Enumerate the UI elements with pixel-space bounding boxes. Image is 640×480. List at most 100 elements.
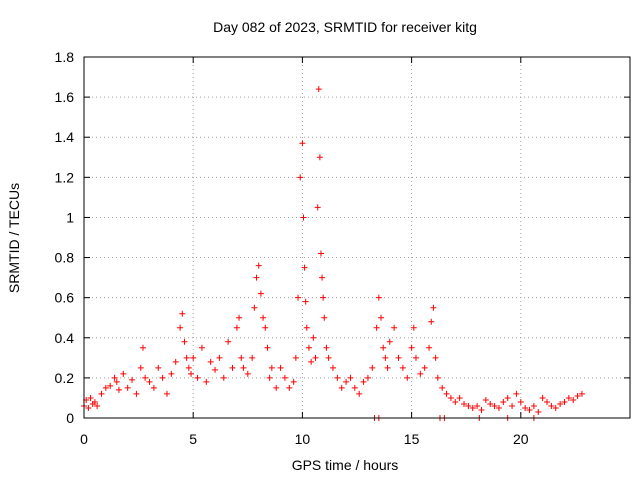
x-tick-label: 5 [189, 431, 197, 447]
data-point [137, 364, 144, 371]
data-point [308, 358, 315, 365]
data-point [465, 402, 472, 409]
data-point [315, 86, 322, 93]
chart-title: Day 082 of 2023, SRMTID for receiver kit… [213, 19, 477, 35]
data-point [310, 334, 317, 341]
data-point [120, 370, 127, 377]
series-srmtid [81, 86, 585, 421]
data-point [163, 390, 170, 397]
data-point [266, 374, 273, 381]
data-point [312, 354, 319, 361]
data-point [216, 354, 223, 361]
data-point [297, 174, 304, 181]
data-point [253, 274, 260, 281]
grid-lines [84, 57, 630, 418]
data-point [115, 386, 122, 393]
data-point [338, 384, 345, 391]
data-point [491, 402, 498, 409]
data-point [421, 364, 428, 371]
data-point [535, 408, 542, 415]
data-point [504, 394, 511, 401]
y-tick-label: 1.2 [55, 169, 75, 185]
data-point [373, 324, 380, 331]
data-point [87, 394, 94, 401]
data-point [364, 374, 371, 381]
data-point [198, 344, 205, 351]
data-point [509, 402, 516, 409]
data-point [530, 402, 537, 409]
data-point [570, 396, 577, 403]
data-point [190, 354, 197, 361]
data-point [351, 384, 358, 391]
data-point [426, 344, 433, 351]
data-point [443, 390, 450, 397]
data-point [552, 404, 559, 411]
data-point [286, 384, 293, 391]
data-point [430, 304, 437, 311]
data-point [229, 364, 236, 371]
data-point [159, 374, 166, 381]
data-point [249, 354, 256, 361]
data-point [277, 364, 284, 371]
data-point [517, 398, 524, 405]
data-point [251, 304, 258, 311]
y-tick-label: 1.4 [55, 129, 75, 145]
data-point [478, 406, 485, 413]
data-point [302, 298, 309, 305]
x-tick-label: 20 [513, 431, 529, 447]
data-point [378, 314, 385, 321]
data-point [434, 374, 441, 381]
data-point [300, 214, 307, 221]
y-tick-label: 0.4 [55, 330, 75, 346]
y-tick-label: 0.6 [55, 290, 75, 306]
y-tick-label: 0 [66, 410, 74, 426]
data-point [129, 376, 136, 383]
data-point [220, 374, 227, 381]
data-point [290, 378, 297, 385]
data-point [428, 318, 435, 325]
data-point [107, 382, 114, 389]
data-point [334, 374, 341, 381]
data-point [172, 358, 179, 365]
data-points [81, 86, 585, 421]
data-point [262, 324, 269, 331]
data-point [526, 406, 533, 413]
data-point [347, 374, 354, 381]
data-point [323, 344, 330, 351]
data-point [257, 290, 264, 297]
data-point [417, 370, 424, 377]
data-point [544, 398, 551, 405]
y-axis-label: SRMTID / TECUs [6, 183, 22, 293]
data-point [188, 370, 195, 377]
data-point [447, 394, 454, 401]
data-point [439, 384, 446, 391]
data-point [482, 396, 489, 403]
data-point [91, 398, 98, 405]
axis-ticks [83, 56, 630, 419]
y-tick-label: 1.6 [55, 89, 75, 105]
data-point [382, 354, 389, 361]
data-point [325, 354, 332, 361]
data-point [487, 400, 494, 407]
data-point [150, 384, 157, 391]
data-point [319, 274, 326, 281]
data-point [295, 294, 302, 301]
data-point [299, 140, 306, 147]
data-point [185, 364, 192, 371]
data-point [404, 374, 411, 381]
data-point [391, 324, 398, 331]
data-point [380, 344, 387, 351]
data-point [305, 344, 312, 351]
data-point [133, 390, 140, 397]
data-point [561, 398, 568, 405]
data-point [301, 264, 308, 271]
data-point [281, 374, 288, 381]
x-tick-label: 10 [295, 431, 311, 447]
data-point [260, 314, 267, 321]
data-point [474, 402, 481, 409]
data-point [461, 400, 468, 407]
data-point [399, 364, 406, 371]
data-point [194, 374, 201, 381]
data-point [513, 390, 520, 397]
data-point [469, 404, 476, 411]
